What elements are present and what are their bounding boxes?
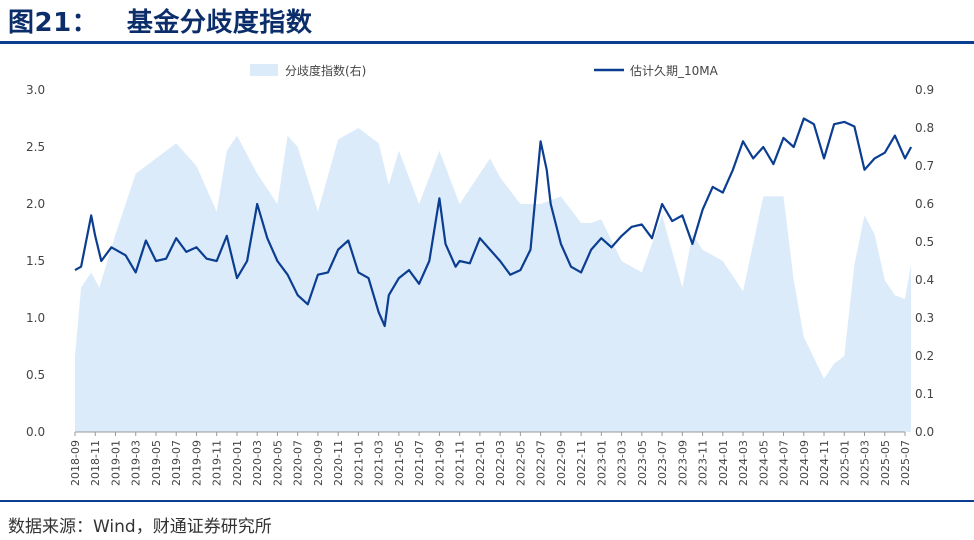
x-tick-label: 2022-09	[555, 440, 568, 486]
x-tick-label: 2020-05	[271, 440, 284, 486]
x-tick-label: 2023-03	[616, 440, 629, 486]
duration-line-series	[74, 117, 913, 328]
y-left-tick-label: 2.0	[26, 197, 45, 211]
x-tick-label: 2018-09	[69, 440, 82, 486]
y-left-tick-label: 0.5	[26, 368, 45, 382]
y-left-tick-label: 1.5	[26, 254, 45, 268]
y-right-tick-label: 0.7	[915, 159, 934, 173]
x-tick-label: 2020-09	[312, 440, 325, 486]
x-tick-label: 2022-07	[535, 440, 548, 486]
chart-svg: 分歧度指数(右) 估计久期_10MA 3.0 2.5 2.0 1.5 1.0 0.5 0.0…	[26, 63, 934, 486]
x-tick-label: 2021-01	[352, 440, 365, 486]
area-series-layer	[75, 128, 912, 432]
x-tick-label: 2020-07	[292, 440, 305, 486]
x-tick-label: 2025-03	[859, 440, 872, 486]
x-tick-label: 2019-03	[130, 440, 143, 486]
x-tick-label: 2021-09	[433, 440, 446, 486]
x-tick-label: 2022-01	[474, 440, 487, 486]
x-tick-label: 2025-07	[899, 440, 912, 486]
y-left-tick-label: 3.0	[26, 83, 45, 97]
x-tick-label: 2022-03	[494, 440, 507, 486]
x-tick-label: 2019-09	[191, 440, 204, 486]
x-tick-label: 2021-03	[373, 440, 386, 486]
x-tick-label: 2019-11	[211, 440, 224, 486]
legend-label-area: 分歧度指数(右)	[285, 63, 366, 78]
y-right-tick-label: 0.3	[915, 311, 934, 325]
y-right-tick-label: 0.9	[915, 83, 934, 97]
x-tick-label: 2024-09	[798, 440, 811, 486]
chart-title: 图21： 基金分歧度指数	[8, 8, 313, 38]
bottom-divider	[0, 500, 974, 502]
x-tick-label: 2018-11	[89, 440, 102, 486]
x-tick-label: 2023-11	[697, 440, 710, 486]
x-tick-label: 2020-11	[332, 440, 345, 486]
divergence-area-series	[75, 128, 912, 432]
y-right-tick-label: 0.0	[915, 425, 934, 439]
x-tick-label: 2019-05	[150, 440, 163, 486]
x-tick-label: 2025-01	[838, 440, 851, 486]
y-right-tick-label: 0.1	[915, 387, 934, 401]
x-tick-label: 2024-05	[757, 440, 770, 486]
x-tick-label: 2020-03	[251, 440, 264, 486]
x-tick-label: 2021-07	[413, 440, 426, 486]
x-tick-label: 2023-01	[595, 440, 608, 486]
x-tick-label: 2023-07	[656, 440, 669, 486]
title-divider	[0, 41, 974, 44]
x-tick-label: 2024-01	[717, 440, 730, 486]
x-tick-label: 2022-11	[575, 440, 588, 486]
x-tick-label: 2019-07	[170, 440, 183, 486]
y-right-tick-label: 0.5	[915, 235, 934, 249]
x-tick-label: 2023-05	[636, 440, 649, 486]
title-bar: 图21： 基金分歧度指数	[0, 0, 974, 44]
axes-layer: 3.0 2.5 2.0 1.5 1.0 0.5 0.0 0.9 0.8 0.7 0.6 0.5 0.4 0…	[26, 83, 934, 486]
x-tick-label: 2024-07	[778, 440, 791, 486]
y-right-tick-label: 0.4	[915, 273, 934, 287]
legend-label-line: 估计久期_10MA	[630, 64, 719, 78]
chart-container: 分歧度指数(右) 估计久期_10MA 3.0 2.5 2.0 1.5 1.0 0.5 0.0…	[0, 48, 974, 498]
y-left-tick-label: 2.5	[26, 140, 45, 154]
y-right-tick-label: 0.8	[915, 121, 934, 135]
x-tick-label: 2022-05	[514, 440, 527, 486]
source-note: 数据来源：Wind，财通证券研究所	[8, 517, 272, 537]
y-left-tick-label: 1.0	[26, 311, 45, 325]
x-tick-label: 2024-11	[818, 440, 831, 486]
y-left-tick-label: 0.0	[26, 425, 45, 439]
x-tick-label: 2023-09	[676, 440, 689, 486]
x-tick-label: 2021-11	[454, 440, 467, 486]
y-right-tick-label: 0.6	[915, 197, 934, 211]
x-tick-label: 2021-05	[393, 440, 406, 486]
chart-legend: 分歧度指数(右) 估计久期_10MA	[250, 63, 719, 78]
line-series-layer	[74, 117, 913, 328]
x-tick-label: 2024-03	[737, 440, 750, 486]
x-tick-label: 2019-01	[110, 440, 123, 486]
x-tick-label: 2020-01	[231, 440, 244, 486]
y-right-tick-label: 0.2	[915, 349, 934, 363]
legend-swatch-area	[250, 64, 278, 76]
x-tick-label: 2025-05	[879, 440, 892, 486]
